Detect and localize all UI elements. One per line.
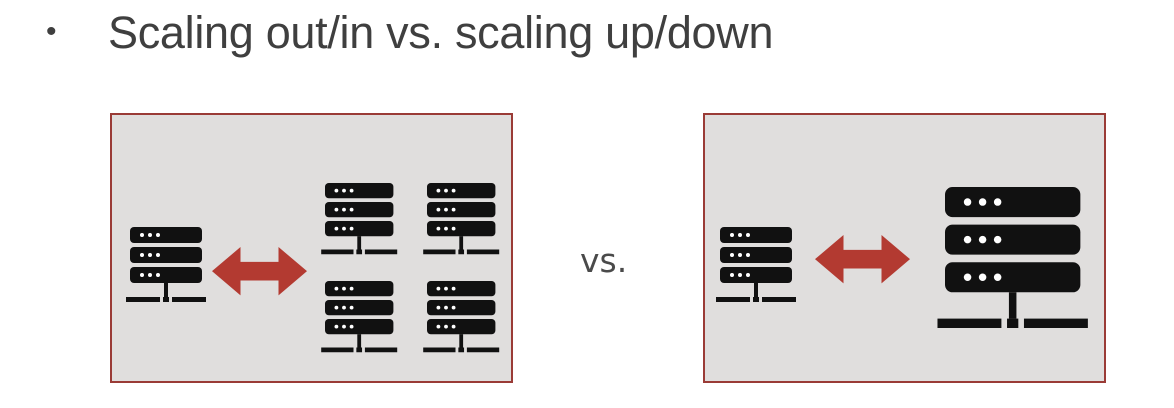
double-arrow-icon xyxy=(212,247,307,296)
target-server-icon xyxy=(423,183,500,255)
large-server-icon xyxy=(937,187,1088,328)
scale-out-diagram xyxy=(126,183,500,353)
scale-up-diagram xyxy=(716,187,1088,328)
bullet-item: • Scaling out/in vs. scaling up/down xyxy=(46,2,774,62)
vs-label: vs. xyxy=(580,241,628,280)
double-arrow-icon xyxy=(815,235,910,284)
scale-out-panel xyxy=(110,113,513,383)
source-server-icon xyxy=(716,227,796,302)
scale-up-panel xyxy=(703,113,1106,383)
target-server-icon xyxy=(321,281,398,353)
source-server-icon xyxy=(126,227,206,302)
target-server-icon xyxy=(423,281,500,353)
bullet-title: Scaling out/in vs. scaling up/down xyxy=(108,6,774,58)
target-server-icon xyxy=(321,183,398,255)
bullet-dot: • xyxy=(46,15,57,48)
